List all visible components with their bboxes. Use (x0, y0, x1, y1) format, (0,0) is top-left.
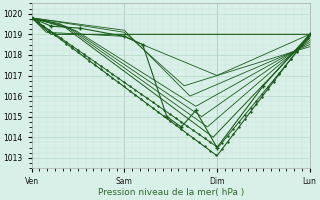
X-axis label: Pression niveau de la mer( hPa ): Pression niveau de la mer( hPa ) (98, 188, 244, 197)
